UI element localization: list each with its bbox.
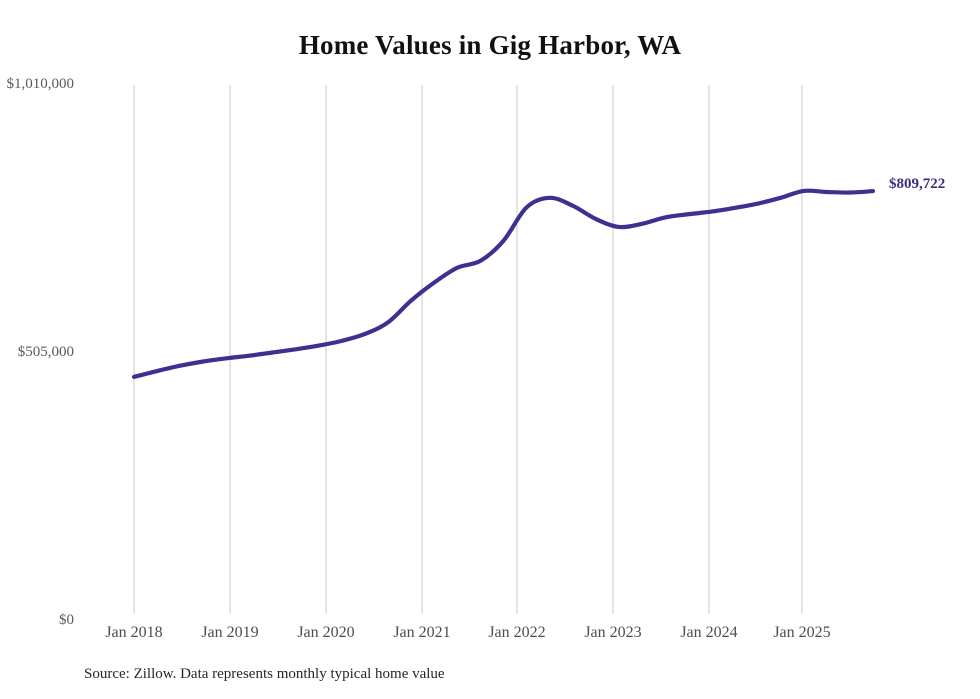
vertical-gridlines bbox=[133, 85, 803, 614]
home-value-line bbox=[131, 188, 876, 379]
x-axis-tick-jan-2025: Jan 2025 bbox=[773, 624, 831, 641]
chart-title: Home Values in Gig Harbor, WA bbox=[298, 30, 682, 60]
x-axis-tick-jan-2024: Jan 2024 bbox=[680, 624, 738, 641]
x-axis-tick-jan-2021: Jan 2021 bbox=[393, 624, 451, 641]
x-axis-tick-jan-2018: Jan 2018 bbox=[105, 624, 163, 641]
y-axis-tick-top: $1,010,000 bbox=[6, 76, 75, 92]
y-axis-tick-bottom: $0 bbox=[59, 612, 74, 628]
x-axis-tick-jan-2022: Jan 2022 bbox=[488, 624, 546, 641]
end-value-annotation: $809,722 bbox=[889, 176, 946, 192]
y-axis-tick-mid: $505,000 bbox=[17, 344, 74, 360]
source-note: Source: Zillow. Data represents monthly … bbox=[84, 666, 445, 682]
x-axis-tick-jan-2023: Jan 2023 bbox=[584, 624, 642, 641]
x-axis-tick-jan-2019: Jan 2019 bbox=[201, 624, 259, 641]
x-axis-tick-jan-2020: Jan 2020 bbox=[297, 624, 355, 641]
